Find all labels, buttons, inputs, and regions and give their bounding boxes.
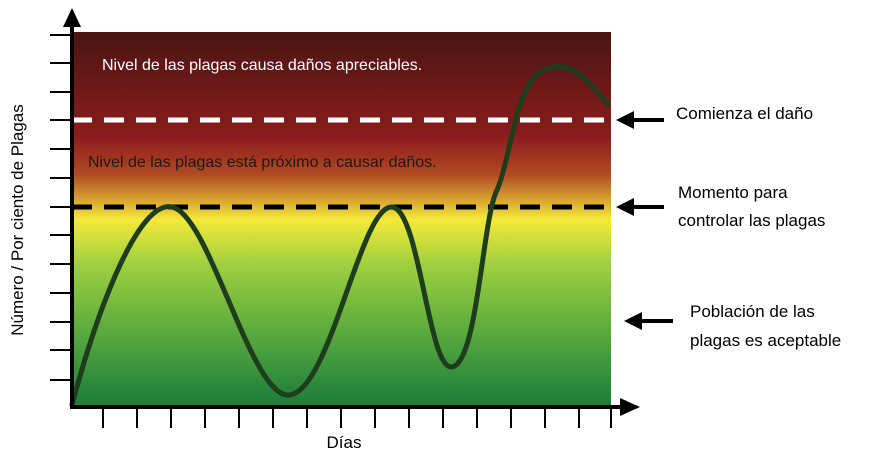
x-axis-label: Días bbox=[327, 433, 362, 452]
control-time-annotation: Momento para controlar las plagas bbox=[616, 183, 825, 230]
left-arrow-icon bbox=[616, 198, 634, 216]
y-axis-label: Número / Por ciento de Plagas bbox=[8, 104, 27, 336]
damage-begins-annotation: Comienza el daño bbox=[616, 104, 813, 129]
acceptable-population-label-line1: Población de las bbox=[690, 302, 815, 321]
acceptable-population-annotation: Población de las plagas es aceptable bbox=[624, 302, 841, 350]
threshold-zones-background bbox=[72, 32, 611, 407]
near-damage-zone-label: Nivel de las plagas está próximo a causa… bbox=[88, 154, 437, 171]
acceptable-population-label-line2: plagas es aceptable bbox=[690, 331, 841, 350]
x-axis bbox=[70, 398, 640, 428]
pest-population-curve bbox=[69, 64, 611, 408]
control-time-label-line2: controlar las plagas bbox=[678, 211, 825, 230]
x-axis-ticks bbox=[102, 407, 612, 428]
y-axis bbox=[50, 8, 81, 407]
damage-begins-label: Comienza el daño bbox=[676, 104, 813, 123]
control-time-label-line1: Momento para bbox=[678, 183, 788, 202]
left-arrow-icon bbox=[616, 111, 634, 129]
x-axis-arrow-icon bbox=[620, 398, 640, 416]
damage-zone-label: Nivel de las plagas causa daños apreciab… bbox=[102, 57, 422, 74]
y-axis-arrow-icon bbox=[63, 8, 81, 27]
y-axis-ticks bbox=[50, 34, 72, 381]
left-arrow-icon bbox=[624, 312, 642, 330]
